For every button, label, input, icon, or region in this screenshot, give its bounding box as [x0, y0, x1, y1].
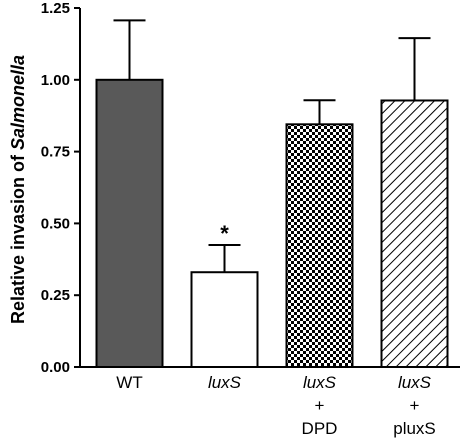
category-label: luxS [398, 373, 432, 392]
category-label: WT [116, 373, 142, 392]
y-axis-title-part: Relative invasion of [8, 150, 28, 324]
y-axis-label: Relative invasion of Salmonella [8, 55, 28, 324]
significance-asterisk: * [220, 221, 229, 246]
bar [285, 123, 354, 369]
bar [95, 78, 164, 369]
y-axis-title-part: Salmonella [8, 55, 28, 150]
y-tick-label: 0.25 [41, 287, 70, 304]
y-axis-title: Relative invasion of Salmonella [8, 55, 28, 324]
bar [380, 99, 449, 369]
category-label: + [410, 396, 420, 415]
category-label: luxS [208, 373, 242, 392]
category-label: + [315, 396, 325, 415]
bars: * [95, 19, 449, 369]
y-tick-label: 1.25 [41, 0, 70, 17]
y-tick-label: 0.00 [41, 359, 70, 376]
category-label: DPD [302, 419, 338, 438]
category-label: luxS [303, 373, 337, 392]
y-tick-label: 0.50 [41, 215, 70, 232]
y-tick-label: 0.75 [41, 144, 70, 161]
bar [190, 271, 259, 368]
category-labels: WT luxS luxS + DPD luxS + pluxS [116, 373, 435, 438]
category-label: pluxS [393, 419, 436, 438]
y-tick-label: 1.00 [41, 72, 70, 89]
